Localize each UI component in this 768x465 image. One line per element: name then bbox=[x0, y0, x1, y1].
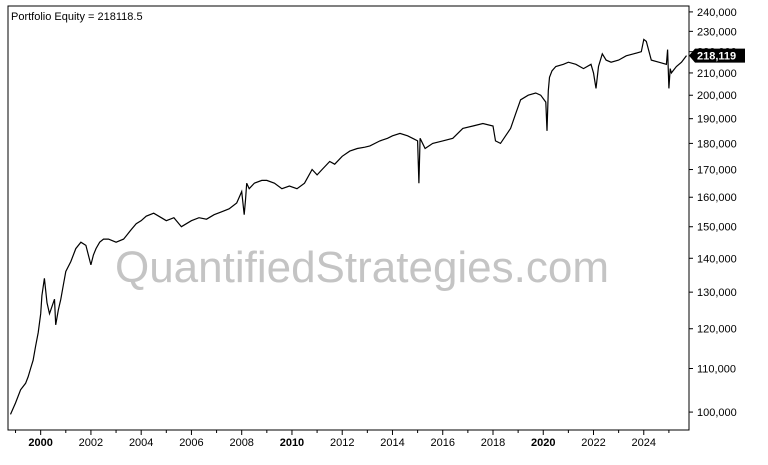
x-tick-label: 2018 bbox=[481, 437, 505, 449]
y-tick-label: 190,000 bbox=[697, 114, 737, 126]
y-axis-ticks: 100,000 110,000 120,000 130,000 140,000 150,0… bbox=[689, 7, 737, 419]
last-value-badge bbox=[689, 48, 745, 63]
x-axis-ticks: 2000 2002 2004 2006 2008 2010 2012 2014 2016 2018… bbox=[15, 430, 670, 449]
last-value-marker: 218,119 bbox=[689, 48, 745, 63]
y-tick-label: 200,000 bbox=[697, 90, 737, 102]
x-tick-label: 2016 bbox=[430, 437, 454, 449]
y-tick-label: 130,000 bbox=[697, 287, 737, 299]
y-tick-label: 150,000 bbox=[697, 222, 737, 234]
y-tick-label: 180,000 bbox=[697, 138, 737, 150]
y-tick-label: 210,000 bbox=[697, 68, 737, 80]
x-tick-label: 2012 bbox=[330, 437, 354, 449]
x-tick-label: 2006 bbox=[179, 437, 203, 449]
plot-frame bbox=[7, 5, 690, 431]
x-tick-label: 2024 bbox=[632, 437, 656, 449]
y-tick-label: 140,000 bbox=[697, 253, 737, 265]
last-value-label: 218,119 bbox=[697, 51, 736, 63]
watermark-text: QuantifiedStrategies.com bbox=[115, 243, 609, 292]
x-tick-label: 2000 bbox=[28, 437, 52, 449]
x-tick-label: 2004 bbox=[129, 437, 153, 449]
y-tick-label: 160,000 bbox=[697, 192, 737, 204]
equity-line bbox=[9, 38, 687, 415]
x-tick-label: 2022 bbox=[581, 437, 605, 449]
y-tick-label: 110,000 bbox=[697, 364, 736, 376]
y-tick-label: 170,000 bbox=[697, 165, 737, 177]
x-tick-label: 2020 bbox=[531, 437, 555, 449]
y-tick-label: 240,000 bbox=[697, 7, 737, 19]
x-tick-label: 2008 bbox=[229, 437, 253, 449]
y-tick-label: 230,000 bbox=[697, 26, 737, 38]
y-tick-label: 100,000 bbox=[697, 407, 737, 419]
x-tick-label: 2010 bbox=[280, 437, 304, 449]
chart-title: Portfolio Equity = 218118.5 bbox=[11, 11, 143, 23]
series-group bbox=[9, 38, 687, 415]
y-tick-label: 120,000 bbox=[697, 324, 737, 336]
x-tick-label: 2002 bbox=[79, 437, 103, 449]
x-tick-label: 2014 bbox=[380, 437, 404, 449]
